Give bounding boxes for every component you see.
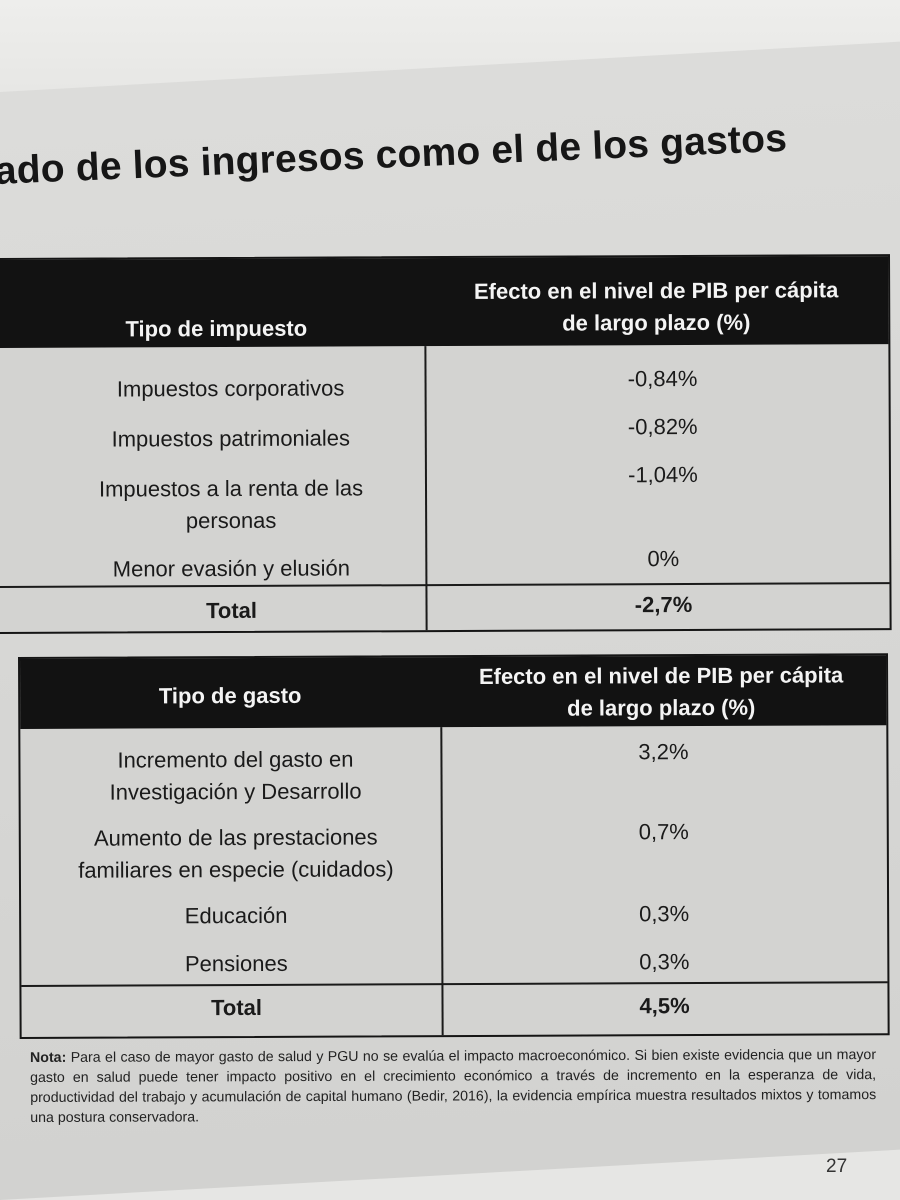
- total-value: -2,7%: [634, 591, 693, 618]
- header-spending-type: Tipo de gasto: [158, 682, 302, 709]
- table-row-label: Impuestos patrimoniales: [111, 425, 351, 452]
- table-row-label: Menor evasión y elusión: [112, 555, 351, 582]
- table-row-label: Impuestos corporativos: [116, 375, 345, 402]
- footnote-text: Para el caso de mayor gasto de salud y P…: [30, 1047, 877, 1126]
- table-row-value: 0%: [647, 546, 680, 572]
- table-row-value: 0,3%: [639, 949, 690, 975]
- total-label: Total: [211, 994, 263, 1021]
- label-line: Incremento del gasto en: [117, 746, 354, 773]
- table-header: Tipo de gasto Efecto en el nivel de PIB …: [20, 655, 887, 729]
- table-row-label: Educación: [184, 902, 288, 929]
- page-number: 27: [826, 1156, 848, 1177]
- table-row-value: 0,3%: [638, 901, 690, 927]
- total-divider: [21, 981, 888, 987]
- tax-effects-table: Tipo de impuesto Efecto en el nivel de P…: [0, 254, 892, 634]
- header-line: de largo plazo (%): [562, 309, 751, 336]
- table-row-value: -0,84%: [627, 365, 698, 392]
- header-gdp-effect: Efecto en el nivel de PIB per cápita de …: [436, 274, 876, 340]
- label-line: familiares en especie (cuidados): [78, 856, 394, 883]
- label-line: Aumento de las prestaciones: [93, 824, 378, 851]
- table-row-label: Incremento del gasto en Investigación y …: [30, 743, 440, 809]
- table-row-value: -1,04%: [628, 461, 698, 488]
- footnote-label: Nota:: [30, 1049, 67, 1066]
- table-row-value: -0,82%: [627, 413, 698, 440]
- table-row-label: Impuestos a la renta de las personas: [37, 472, 425, 538]
- table-header: Tipo de impuesto Efecto en el nivel de P…: [0, 256, 889, 348]
- table-row-value: 3,2%: [638, 739, 689, 765]
- footnote: Nota: Para el caso de mayor gasto de sal…: [30, 1045, 876, 1128]
- label-line: personas: [185, 507, 277, 534]
- header-line: Efecto en el nivel de PIB per cápita: [473, 277, 839, 304]
- header-tax-type: Tipo de impuesto: [125, 315, 308, 342]
- header-line: de largo plazo (%): [567, 694, 756, 721]
- spending-effects-table: Tipo de gasto Efecto en el nivel de PIB …: [18, 653, 890, 1039]
- total-label: Total: [206, 597, 258, 624]
- label-line: Investigación y Desarrollo: [109, 778, 362, 805]
- header-gdp-effect: Efecto en el nivel de PIB per cápita de …: [438, 659, 884, 725]
- table-row-value: 0,7%: [638, 819, 689, 845]
- label-line: Impuestos a la renta de las: [98, 475, 364, 502]
- total-value: 4,5%: [639, 993, 690, 1019]
- table-row-label: Aumento de las prestaciones familiares e…: [31, 821, 441, 887]
- header-line: Efecto en el nivel de PIB per cápita: [478, 662, 844, 689]
- table-row-label: Pensiones: [184, 950, 288, 977]
